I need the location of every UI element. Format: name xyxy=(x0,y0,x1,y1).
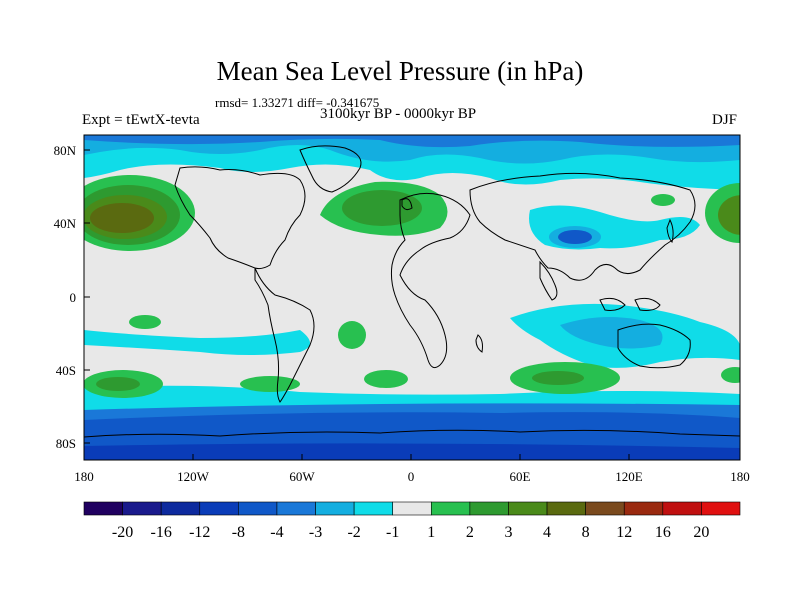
green-patch-6-core xyxy=(96,377,140,391)
colorbar-swatch xyxy=(701,501,741,516)
atlantic-high-core xyxy=(342,190,422,226)
pacific-high-east-core xyxy=(718,195,740,235)
colorbar-swatch xyxy=(238,501,278,516)
lon-ticks xyxy=(192,454,630,460)
lat-label-80s: 80S xyxy=(56,436,76,451)
pacific-south-cyan xyxy=(84,330,310,355)
colorbar-label: 16 xyxy=(655,524,671,541)
colorbar-swatch xyxy=(353,501,394,516)
colorbar-label: -1 xyxy=(386,524,399,541)
colorbar-swatch xyxy=(469,501,509,516)
lon-label-120w: 120W xyxy=(177,469,210,484)
colorbar-label: 2 xyxy=(466,524,474,541)
green-patch-7 xyxy=(721,367,740,383)
green-patch-5-core xyxy=(532,371,584,385)
lon-tick-labels: 180 120W 60W 0 60E 120E 180 xyxy=(74,469,750,484)
lon-label-180e: 180 xyxy=(730,469,750,484)
map-title: Mean Sea Level Pressure (in hPa) xyxy=(216,56,584,86)
colorbar-labels: -20 -16 -12 -8 -4 -3 -2 -1 1 2 3 4 8 12 16 20 xyxy=(112,524,709,541)
lat-label-40n: 40N xyxy=(54,216,77,231)
colorbar-swatch xyxy=(585,501,625,516)
season-label: DJF xyxy=(712,112,738,128)
colorbar-swatch xyxy=(122,501,162,516)
colorbar-label: 3 xyxy=(504,524,512,541)
colorbar-swatch xyxy=(199,501,239,516)
arctic-deep xyxy=(84,135,740,148)
green-patch-3 xyxy=(240,376,300,392)
colorbar-swatch xyxy=(508,501,548,516)
colorbar-swatch xyxy=(623,501,664,516)
lon-label-180w: 180 xyxy=(74,469,94,484)
lat-ticks xyxy=(84,149,90,444)
colorbar xyxy=(83,501,741,516)
colorbar-label: -16 xyxy=(151,524,172,541)
colorbar-swatch xyxy=(546,501,586,516)
lat-label-0: 0 xyxy=(70,290,77,305)
stats-text: rmsd= 1.33271 diff= -0.341675 xyxy=(215,95,380,110)
coastlines xyxy=(84,145,740,438)
antarctic-low xyxy=(84,443,740,460)
lon-label-60w: 60W xyxy=(289,469,315,484)
tibet-low xyxy=(558,230,592,244)
colorbar-label: 4 xyxy=(543,524,551,541)
pacific-high-core xyxy=(90,203,154,233)
colorbar-label: -20 xyxy=(112,524,133,541)
colorbar-label: -3 xyxy=(309,524,322,541)
colorbar-swatch xyxy=(276,501,316,516)
lat-label-80n: 80N xyxy=(54,143,77,158)
green-patch-4 xyxy=(364,370,408,388)
colorbar-label: -2 xyxy=(347,524,360,541)
map-plot-area xyxy=(84,135,740,460)
green-patch-1 xyxy=(129,315,161,329)
lon-label-0: 0 xyxy=(408,469,415,484)
lon-label-120e: 120E xyxy=(615,469,643,484)
colorbar-swatch xyxy=(392,501,432,516)
colorbar-swatch xyxy=(160,501,201,516)
lat-tick-labels: 80N 40N 0 40S 80S xyxy=(54,143,77,451)
green-patch-8 xyxy=(651,194,675,206)
colorbar-swatch xyxy=(315,501,355,516)
colorbar-label: 8 xyxy=(582,524,590,541)
colorbar-label: 20 xyxy=(693,524,709,541)
colorbar-swatch xyxy=(430,501,471,516)
experiment-label: Expt = tEwtX-tevta xyxy=(82,112,200,128)
colorbar-label: -8 xyxy=(232,524,245,541)
colorbar-swatch xyxy=(662,501,702,516)
colorbar-label: 12 xyxy=(616,524,632,541)
lat-label-40s: 40S xyxy=(56,363,76,378)
colorbar-label: -12 xyxy=(189,524,210,541)
colorbar-label: 1 xyxy=(427,524,435,541)
lon-label-60e: 60E xyxy=(510,469,531,484)
colorbar-label: -4 xyxy=(270,524,283,541)
green-patch-2 xyxy=(338,321,366,349)
period-label: 3100kyr BP - 0000kyr BP xyxy=(320,106,477,122)
colorbar-swatch xyxy=(83,501,123,516)
